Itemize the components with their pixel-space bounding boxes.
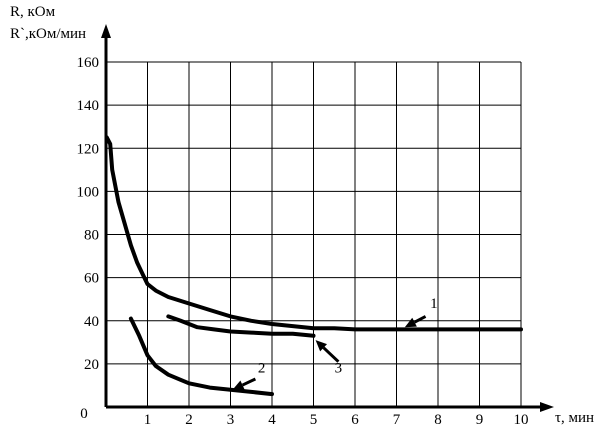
series-layer xyxy=(104,135,523,397)
x-tick-label-2: 2 xyxy=(185,412,193,428)
y-tick-label-60: 60 xyxy=(84,271,99,287)
x-tick-label-5: 5 xyxy=(310,412,318,428)
origin-label: 0 xyxy=(80,406,88,422)
series-curve-2 xyxy=(128,316,274,397)
y-tick-label-160: 160 xyxy=(77,55,100,71)
labels-layer: R, кОм R`,кОм/мин τ, мин 0 1 2 3 4 5 6 7 8 9 10 20… xyxy=(10,4,594,428)
x-tick-label-6: 6 xyxy=(351,412,359,428)
y-tick-label-120: 120 xyxy=(77,141,100,157)
annotation-label-1: 1 xyxy=(430,296,438,312)
y-tick-label-20: 20 xyxy=(84,357,99,373)
y-axis-label-line-1: R, кОм xyxy=(10,4,56,20)
series-curve-3 xyxy=(166,314,316,338)
y-tick-label-140: 140 xyxy=(77,98,100,114)
annotation-arrowhead-3 xyxy=(315,340,328,352)
x-tick-label-9: 9 xyxy=(476,412,484,428)
x-axis-label: τ, мин xyxy=(555,410,594,426)
annotations-layer: 1 2 3 xyxy=(232,296,438,390)
y-axis-label-line-2: R`,кОм/мин xyxy=(10,26,86,42)
x-tick-label-1: 1 xyxy=(144,412,152,428)
y-tick-label-40: 40 xyxy=(84,314,99,330)
x-tick-label-3: 3 xyxy=(227,412,235,428)
y-tick-label-100: 100 xyxy=(77,184,100,200)
annotation-arrowhead-1 xyxy=(404,317,417,328)
grid-layer xyxy=(106,61,522,407)
annotation-label-3: 3 xyxy=(335,361,343,377)
annotation-pointer-1 xyxy=(413,315,427,324)
axes-layer xyxy=(101,24,554,412)
x-axis-arrow xyxy=(540,402,554,412)
series-curve-1 xyxy=(104,135,523,332)
x-tick-label-8: 8 xyxy=(434,412,442,428)
y-tick-label-80: 80 xyxy=(84,228,99,244)
annotation-arrowhead-2 xyxy=(232,380,245,390)
y-axis-arrow xyxy=(101,24,111,38)
annotation-label-2: 2 xyxy=(258,361,266,377)
x-tick-label-4: 4 xyxy=(268,412,276,428)
annotation-pointer-3 xyxy=(322,346,340,363)
annotation-pointer-2 xyxy=(241,377,257,387)
x-tick-label-7: 7 xyxy=(393,412,401,428)
x-tick-label-10: 10 xyxy=(514,412,529,428)
